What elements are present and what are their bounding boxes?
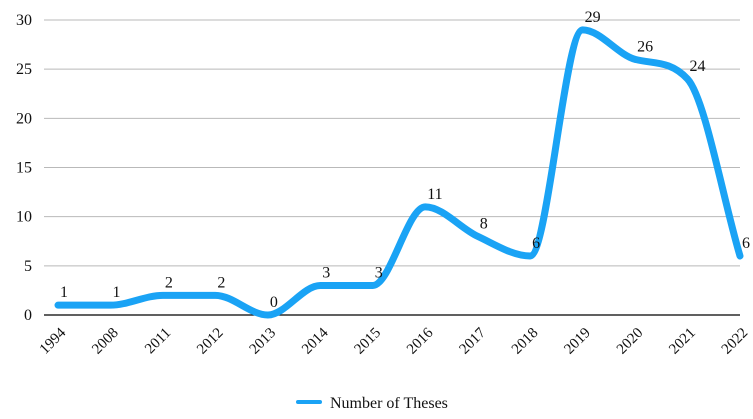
x-tick-label: 2018 [509, 325, 542, 358]
data-label: 3 [322, 265, 330, 282]
x-tick-label: 2015 [352, 325, 385, 358]
data-label: 2 [217, 274, 225, 291]
data-label: 1 [60, 284, 68, 301]
x-tick-label: 2014 [299, 325, 332, 358]
x-tick-label: 2019 [561, 325, 594, 358]
x-tick-label: 2020 [614, 325, 647, 358]
data-label: 8 [480, 215, 488, 232]
data-label: 3 [375, 265, 383, 282]
x-tick-label: 2021 [666, 325, 699, 358]
data-label: 26 [637, 38, 653, 55]
data-label: 11 [427, 186, 442, 203]
data-label: 6 [742, 235, 750, 252]
y-tick-label: 30 [16, 12, 32, 29]
x-tick-label: 2016 [404, 325, 437, 358]
series-layer [54, 26, 744, 319]
y-tick-label: 25 [16, 61, 32, 78]
data-label: 24 [690, 58, 706, 75]
data-label: 0 [270, 294, 278, 311]
x-tick-label: 1994 [37, 325, 70, 358]
legend-label: Number of Theses [330, 395, 448, 412]
x-axis-ticks: 1994 2008 2011 2012 2013 2014 2015 2016 2017 2018… [37, 325, 752, 358]
legend: Number of Theses [296, 395, 448, 412]
y-tick-label: 0 [24, 307, 32, 324]
y-axis-ticks: 0 5 10 15 20 25 30 [16, 12, 32, 324]
data-label: 6 [532, 235, 540, 252]
gridlines [44, 19, 740, 267]
x-tick-label: 2008 [89, 325, 122, 358]
x-tick-label: 2012 [194, 325, 227, 358]
y-tick-label: 5 [24, 258, 32, 275]
data-label: 2 [165, 274, 173, 291]
x-tick-label: 2022 [719, 325, 752, 358]
x-tick-label: 2013 [247, 325, 280, 358]
x-tick-label: 2017 [456, 325, 489, 358]
series-line-number-of-theses [54, 26, 744, 319]
x-tick-label: 2011 [142, 325, 174, 357]
y-tick-label: 20 [16, 110, 32, 127]
y-tick-label: 10 [16, 209, 32, 226]
data-label: 1 [112, 284, 120, 301]
y-tick-label: 15 [16, 160, 32, 177]
data-label: 29 [585, 9, 601, 26]
